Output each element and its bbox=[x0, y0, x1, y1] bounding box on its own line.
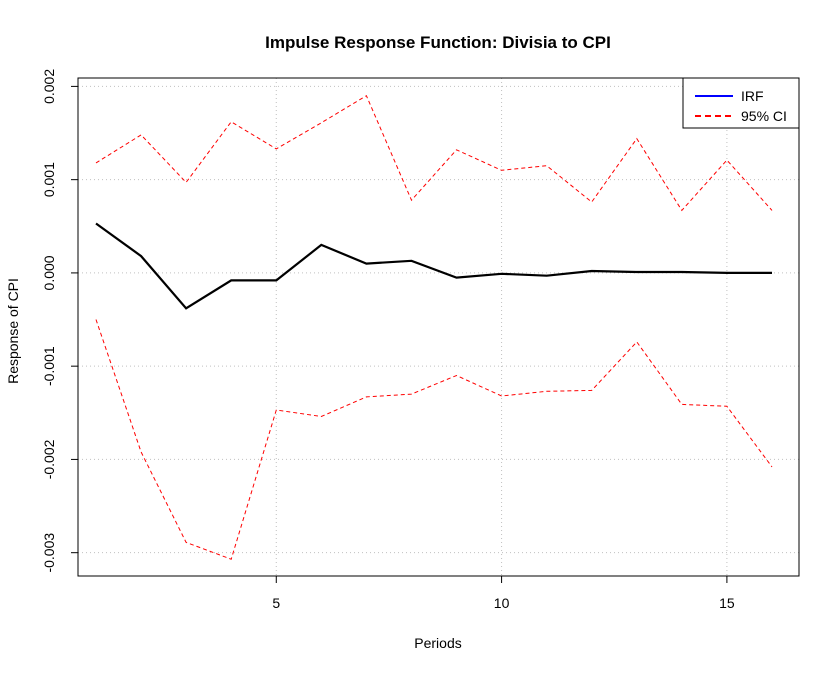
legend-label: IRF bbox=[741, 88, 764, 104]
y-tick-label: 0.002 bbox=[41, 69, 57, 104]
y-tick-label: 0.000 bbox=[41, 255, 57, 290]
y-axis-label: Response of CPI bbox=[5, 278, 21, 384]
x-tick-label: 5 bbox=[272, 595, 280, 611]
x-tick-label: 15 bbox=[719, 595, 735, 611]
x-axis-label: Periods bbox=[414, 635, 461, 651]
legend-box bbox=[682, 77, 800, 129]
legend: IRF 95% CI bbox=[682, 77, 800, 129]
grid-lines bbox=[78, 78, 799, 576]
ci-upper-line bbox=[95, 94, 773, 212]
ci-lower-line bbox=[95, 319, 773, 560]
series-lines bbox=[95, 94, 773, 560]
chart-title: Impulse Response Function: Divisia to CP… bbox=[265, 33, 611, 52]
irf-line bbox=[95, 222, 772, 310]
legend-label: 95% CI bbox=[741, 108, 787, 124]
y-tick-label: -0.002 bbox=[41, 439, 57, 479]
x-tick-label: 10 bbox=[494, 595, 510, 611]
y-tick-label: -0.003 bbox=[41, 533, 57, 573]
axes: 5 10 15 -0.003 -0.002 -0.001 0.000 0.001 0.002 bbox=[41, 69, 735, 611]
plot-frame bbox=[77, 77, 800, 577]
y-tick-label: -0.001 bbox=[41, 346, 57, 386]
y-tick-label: 0.001 bbox=[41, 162, 57, 197]
